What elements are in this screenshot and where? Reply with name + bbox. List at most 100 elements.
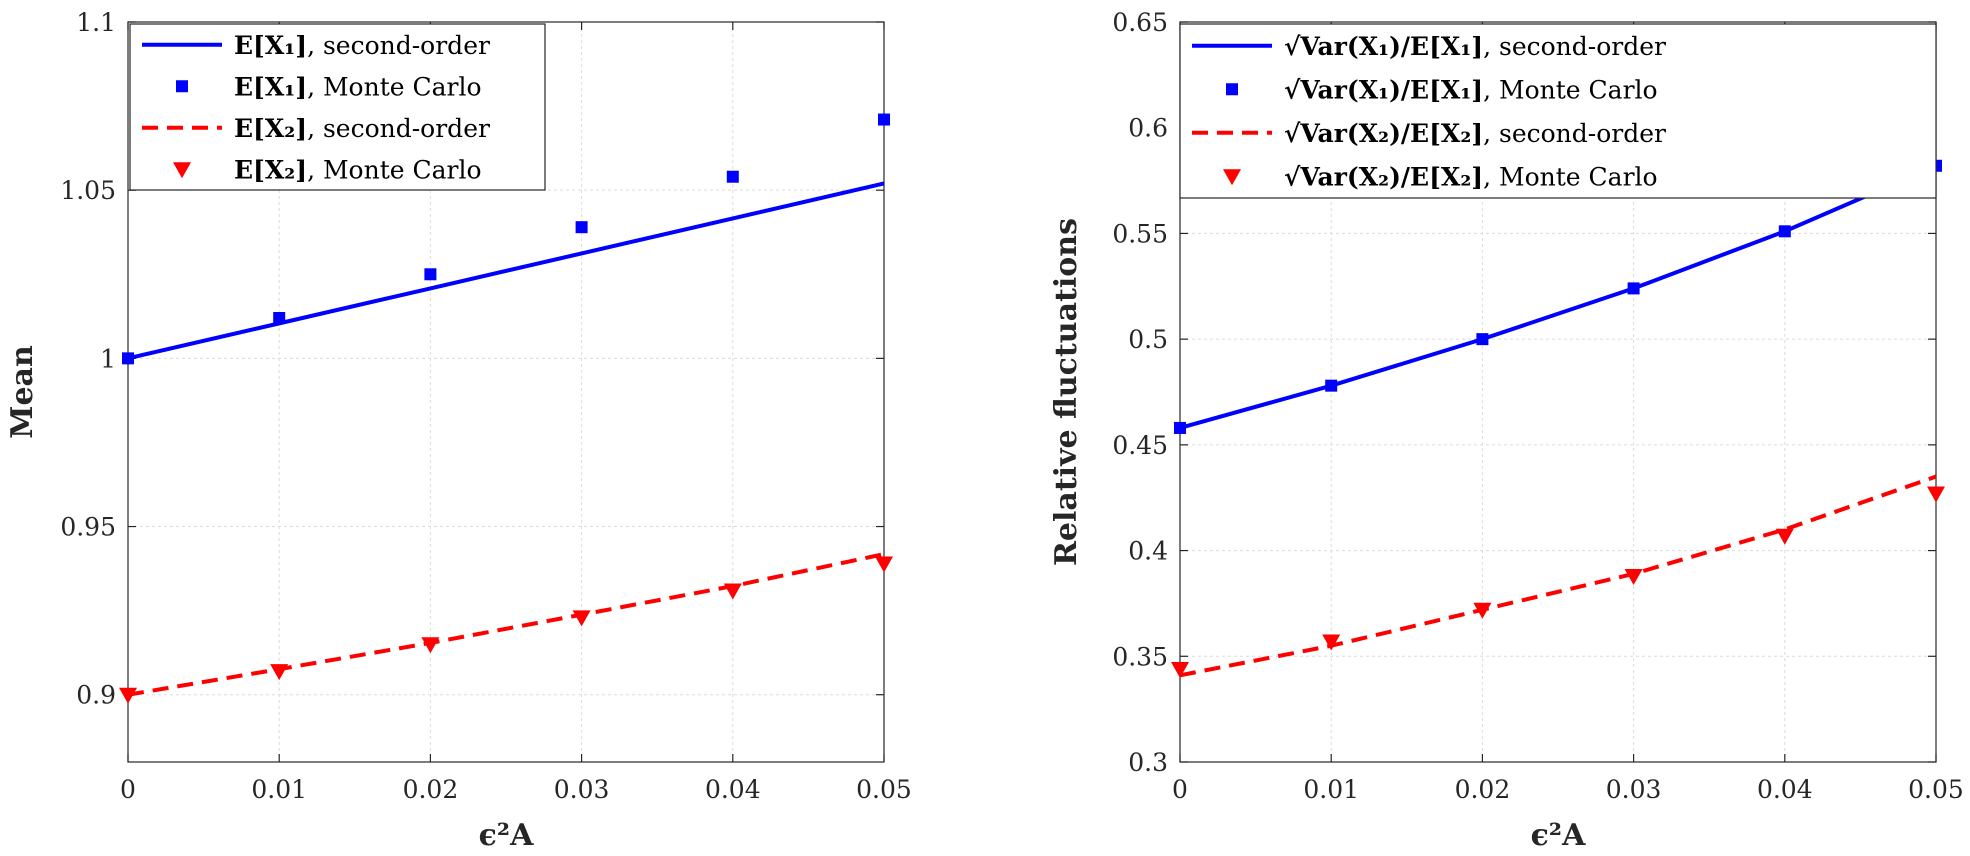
series-1 xyxy=(1174,159,1942,434)
legend-item: √Var(X₂)/E[X₂], second-order xyxy=(1192,119,1666,148)
legend-label-main: E[X₁] xyxy=(234,31,307,60)
legend-item: √Var(X₁)/E[X₁], second-order xyxy=(1192,32,1666,61)
legend-label-main: √Var(X₂)/E[X₂] xyxy=(1284,119,1483,148)
x-tick-label: 0.02 xyxy=(403,775,459,804)
data-point xyxy=(1624,568,1643,585)
series-0 xyxy=(127,181,885,361)
legend-label: √Var(X₂)/E[X₂], second-order xyxy=(1284,119,1666,148)
data-point xyxy=(1927,486,1945,503)
legend-label-suffix: , Monte Carlo xyxy=(307,72,481,101)
y-tick-label: 0.55 xyxy=(1112,219,1168,248)
legend-label: E[X₁], Monte Carlo xyxy=(234,72,482,101)
series-3 xyxy=(119,556,893,704)
legend-label-suffix: , second-order xyxy=(307,31,490,60)
legend-swatch xyxy=(1223,169,1241,186)
y-tick-label: 0.35 xyxy=(1112,642,1168,671)
legend-box xyxy=(129,23,546,191)
legend-label: E[X₂], Monte Carlo xyxy=(234,155,482,184)
data-point xyxy=(119,687,137,704)
axes-box xyxy=(1179,21,1937,763)
y-tick-label: 0.9 xyxy=(76,681,116,710)
y-tick-label: 0.45 xyxy=(1112,431,1168,460)
data-point xyxy=(875,556,893,573)
legend-label-suffix: , Monte Carlo xyxy=(307,155,481,184)
data-point xyxy=(421,637,440,654)
axes-box xyxy=(127,21,885,763)
series-2 xyxy=(127,552,885,697)
y-tick-label: 0.3 xyxy=(1128,748,1168,777)
legend-label: E[X₁], second-order xyxy=(234,31,490,60)
legend-swatch xyxy=(176,80,188,93)
legend-label-main: E[X₂] xyxy=(234,155,307,184)
x-tick-label: 0.05 xyxy=(856,775,912,804)
series-3 xyxy=(1171,486,1945,678)
x-tick-label: 0.01 xyxy=(1303,775,1359,804)
y-tick-label: 0.65 xyxy=(1112,8,1168,37)
data-point xyxy=(723,583,742,600)
data-point xyxy=(1778,225,1791,238)
series-0 xyxy=(1179,163,1937,430)
x-tick-label: 0.03 xyxy=(1606,775,1662,804)
data-point xyxy=(122,352,134,365)
legend-label-main: √Var(X₁)/E[X₁] xyxy=(1284,32,1483,61)
data-point xyxy=(270,664,289,681)
series-1 xyxy=(122,113,890,365)
x-axis-label: ϵ²A xyxy=(479,818,534,853)
legend-item: E[X₂], Monte Carlo xyxy=(173,155,482,184)
x-tick-label: 0.02 xyxy=(1455,775,1511,804)
data-point xyxy=(1174,421,1186,434)
legend-label-main: E[X₂] xyxy=(234,114,307,143)
legend-label-suffix: , second-order xyxy=(1483,119,1666,148)
legend-label: E[X₂], second-order xyxy=(234,114,490,143)
data-point xyxy=(1476,333,1489,346)
legend-item: E[X₂], second-order xyxy=(142,114,490,143)
data-point xyxy=(572,610,591,627)
data-point xyxy=(1322,634,1341,651)
legend-item: √Var(X₂)/E[X₂], Monte Carlo xyxy=(1223,162,1658,191)
data-point xyxy=(1775,528,1794,545)
series-line xyxy=(127,552,885,697)
legend-label-suffix: , second-order xyxy=(307,114,490,143)
data-point xyxy=(1627,282,1640,295)
legend-swatch xyxy=(173,162,191,179)
data-point xyxy=(878,113,890,126)
legend-item: √Var(X₁)/E[X₁], Monte Carlo xyxy=(1226,75,1658,104)
legend-label-suffix: , Monte Carlo xyxy=(1483,162,1657,191)
mean-chart: 0 0.01 0.02 0.03 0.04 0.05 0.9 0.95 1 1.05 1.1 ϵ²A M… xyxy=(5,8,912,853)
legend-label-main: √Var(X₁)/E[X₁] xyxy=(1284,75,1483,104)
data-point xyxy=(726,170,739,183)
x-axis-label: ϵ²A xyxy=(1531,818,1586,853)
data-point xyxy=(1325,379,1338,392)
y-tick-label: 1 xyxy=(100,344,116,373)
y-tick-label: 0.95 xyxy=(60,513,116,542)
legend-label: √Var(X₂)/E[X₂], Monte Carlo xyxy=(1284,162,1658,191)
legend-box xyxy=(1179,23,1937,199)
x-tick-label: 0.01 xyxy=(251,775,307,804)
data-point xyxy=(575,221,588,234)
relative-fluctuations-chart: 0 0.01 0.02 0.03 0.04 0.05 0.3 0.35 0.4 0.45 0.5 0.… xyxy=(1049,8,1964,853)
legend-item: E[X₁], second-order xyxy=(142,31,490,60)
legend-label: √Var(X₁)/E[X₁], Monte Carlo xyxy=(1284,75,1658,104)
legend-label-suffix: , Monte Carlo xyxy=(1483,75,1657,104)
series-line xyxy=(127,181,885,361)
x-tick-label: 0.04 xyxy=(705,775,761,804)
legend-label: √Var(X₁)/E[X₁], second-order xyxy=(1284,32,1666,61)
y-tick-label: 0.6 xyxy=(1128,114,1168,143)
y-axis-label: Mean xyxy=(5,345,40,439)
y-tick-label: 0.5 xyxy=(1128,325,1168,354)
y-tick-label: 1.1 xyxy=(76,8,116,37)
legend-label-suffix: , second-order xyxy=(1483,32,1666,61)
series-2 xyxy=(1179,474,1937,678)
series-line xyxy=(1179,163,1937,430)
series-line xyxy=(1179,474,1937,678)
y-tick-label: 1.05 xyxy=(60,176,116,205)
data-point xyxy=(1473,602,1492,619)
x-tick-label: 0 xyxy=(1172,775,1188,804)
legend-label-main: √Var(X₂)/E[X₂] xyxy=(1284,162,1483,191)
x-tick-label: 0 xyxy=(120,775,136,804)
legend: √Var(X₁)/E[X₁], second-order√Var(X₁)/E[X… xyxy=(1179,23,1937,199)
data-point xyxy=(1171,661,1189,678)
y-tick-label: 0.4 xyxy=(1128,537,1168,566)
